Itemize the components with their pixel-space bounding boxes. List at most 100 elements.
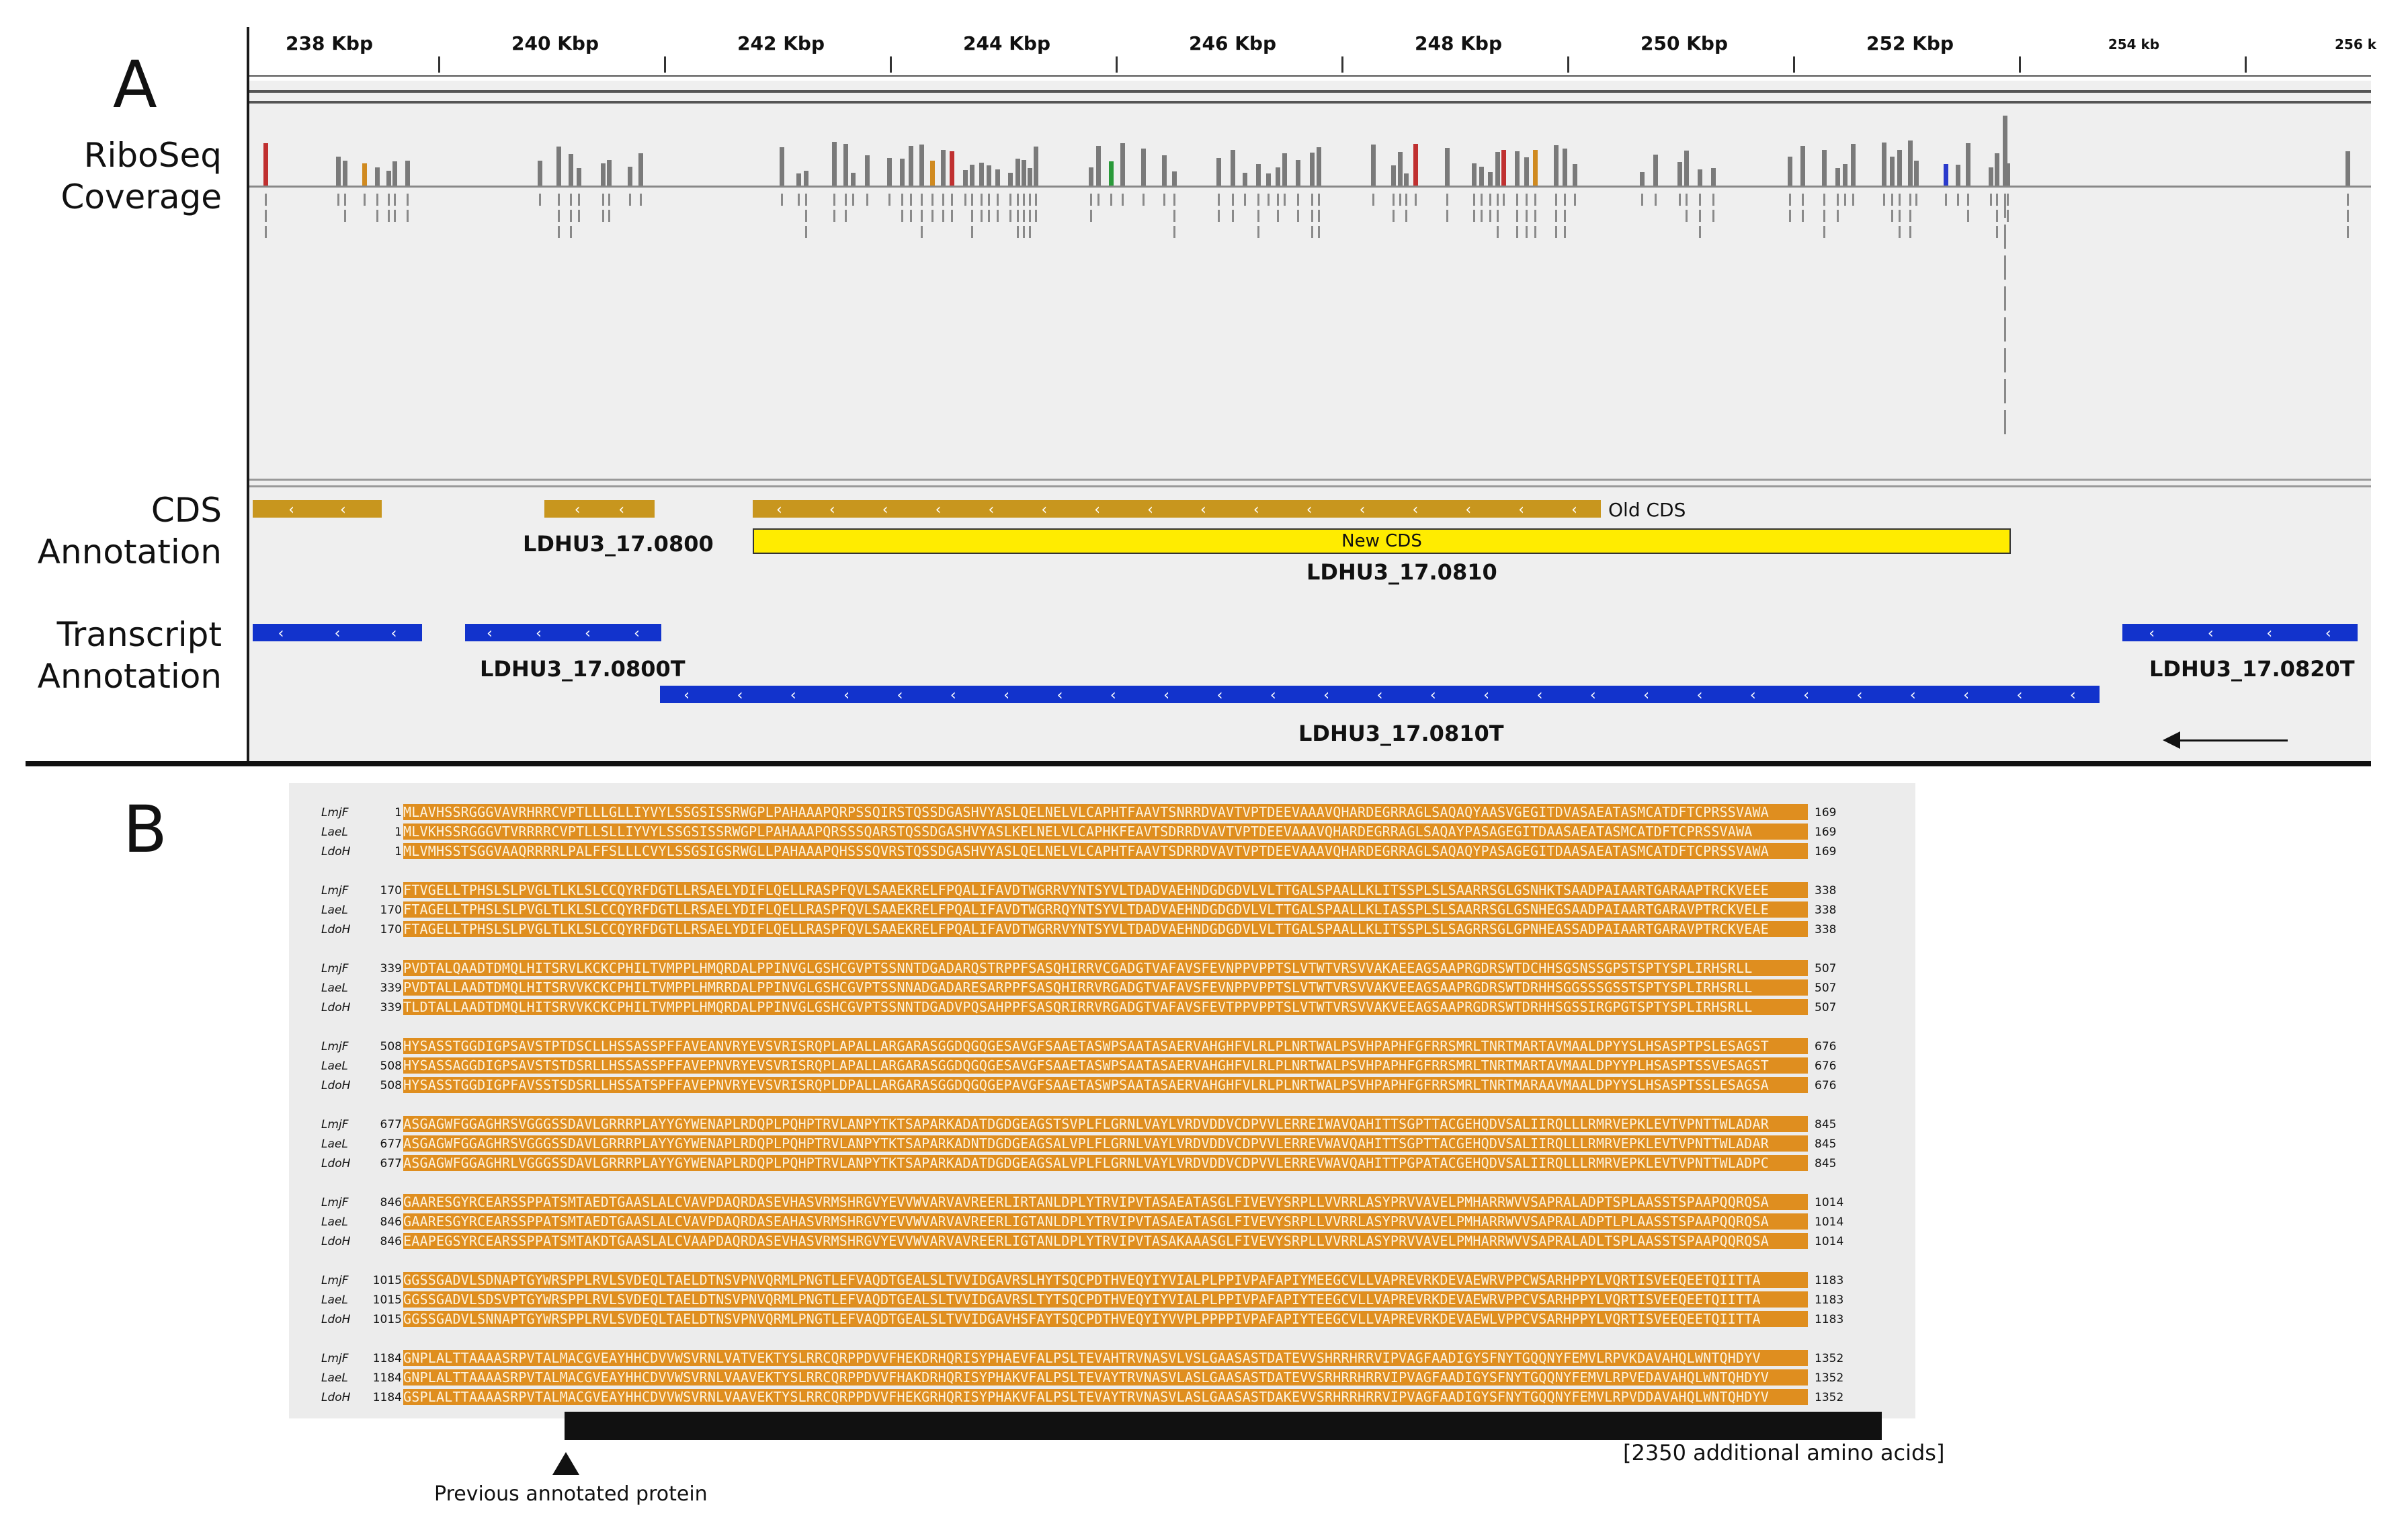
end-position: 1352: [1815, 1352, 1844, 1365]
read-alignment: [1555, 210, 1557, 222]
coverage-bar: [343, 161, 347, 186]
start-position: 677: [380, 1137, 402, 1151]
coverage-peak: [2003, 116, 2007, 186]
strand-chevron-icon: ‹: [843, 687, 850, 704]
coverage-bar: [1995, 153, 1999, 186]
read-alignment: [942, 210, 944, 222]
coverage-bar: [1266, 173, 1271, 186]
read-alignment: [608, 210, 610, 222]
read-alignment: [364, 194, 366, 206]
read-alignment: [1029, 226, 1031, 238]
coverage-bar: [1515, 151, 1520, 186]
read-alignment: [2004, 225, 2006, 249]
read-alignment: [2347, 210, 2349, 222]
ruler-tick: [890, 56, 892, 73]
ruler-tick-label: 256 k: [2334, 36, 2377, 52]
ruler-area: [249, 27, 2371, 81]
strand-chevron-icon: ‹: [2266, 625, 2273, 642]
coverage-bar: [930, 161, 935, 186]
previous-protein-marker: [552, 1452, 579, 1475]
track-divider: [249, 90, 2371, 93]
read-alignment: [988, 210, 990, 222]
read-alignment: [1789, 210, 1791, 222]
genome-browser-view[interactable]: [249, 27, 2371, 761]
cds-feature-left[interactable]: ‹ ‹: [253, 500, 382, 518]
transcript-feature-left[interactable]: ‹ ‹ ‹: [253, 624, 422, 642]
read-alignment: [570, 210, 572, 222]
strand-chevron-icon: ‹: [790, 687, 796, 704]
read-alignment: [921, 194, 923, 206]
ruler-tick: [1567, 56, 1569, 73]
cds-label-line1: CDS: [151, 491, 222, 530]
strand-chevron-icon: ‹: [935, 501, 942, 518]
read-alignment: [1909, 194, 1911, 206]
read-alignment: [1823, 226, 1825, 238]
old-cds-feature[interactable]: ‹ ‹ ‹ ‹ ‹ ‹ ‹ ‹ ‹ ‹ ‹ ‹ ‹ ‹ ‹ ‹: [753, 500, 1601, 518]
coverage-bar: [1028, 168, 1032, 186]
cds-feature-0800[interactable]: ‹ ‹: [544, 500, 655, 518]
read-alignment: [1789, 194, 1791, 206]
species-label: LdoH: [321, 845, 351, 858]
coverage-bar: [1563, 149, 1567, 186]
read-alignment: [602, 210, 604, 222]
read-alignment: [2004, 348, 2006, 372]
species-label: LdoH: [321, 1001, 351, 1014]
strand-chevron-icon: ‹: [950, 687, 956, 704]
read-alignment: [1996, 226, 1998, 238]
ruler-tick-label: 244 Kbp: [963, 32, 1050, 54]
riboseq-label-line1: RiboSeq: [83, 136, 222, 175]
read-alignment: [1823, 194, 1825, 206]
species-label: LdoH: [321, 1157, 351, 1170]
strand-chevron-icon: ‹: [737, 687, 743, 704]
species-label: LmjF: [321, 884, 349, 897]
read-alignment: [1405, 194, 1407, 206]
alignment-row: LdoH 1015 GGSSGADVLSNNAPTGYWRSPPLRVLSVDEQL…: [289, 1310, 1915, 1328]
aligned-sequence: MLVMHSSTSGGVAAQRRRRLPALFFSLLLCVYLSSGSIGS…: [403, 843, 1808, 859]
coverage-bar: [1788, 157, 1792, 186]
end-position: 1183: [1815, 1274, 1844, 1287]
read-alignment: [539, 194, 541, 206]
read-alignment: [1009, 210, 1011, 222]
transcript-feature-0810[interactable]: ‹ ‹ ‹ ‹ ‹ ‹ ‹ ‹ ‹ ‹ ‹ ‹ ‹ ‹ ‹ ‹ ‹ ‹ ‹ ‹ ‹ ‹ ‹ ‹ ‹ ‹ ‹: [660, 686, 2100, 704]
alignment-block: LmjF 508 HYSASSTGGDIGPSAVSTPTDSCLLHSSASSPF…: [289, 1037, 1915, 1096]
coverage-bar: [1109, 161, 1114, 186]
coverage-bar: [1944, 164, 1948, 186]
start-position: 1: [395, 806, 402, 819]
read-alignment: [1405, 210, 1407, 222]
coverage-bar: [1172, 171, 1177, 186]
read-alignment: [1802, 194, 1804, 206]
read-alignment: [1497, 194, 1499, 206]
aligned-sequence: EAAPEGSYRCEARSSPPATSMTAKDTGAASLALCVAAPDA…: [403, 1233, 1808, 1249]
transcript-label-0820: LDHU3_17.0820T: [2149, 656, 2355, 682]
start-position: 170: [380, 903, 402, 917]
read-alignment: [1712, 210, 1714, 222]
end-position: 169: [1815, 826, 1837, 839]
read-alignment: [1393, 194, 1395, 206]
transcript-feature-0800[interactable]: ‹ ‹ ‹ ‹: [465, 624, 661, 642]
read-alignment: [1415, 194, 1417, 206]
coverage-bar: [375, 167, 380, 186]
read-alignment: [1232, 194, 1234, 206]
read-alignment: [888, 194, 890, 206]
aligned-sequence: MLAVHSSRGGGVAVRHRRCVPTLLLGLLIYVYLSSGSISS…: [403, 804, 1808, 820]
coverage-bar: [919, 145, 924, 186]
end-position: 1014: [1815, 1215, 1844, 1229]
read-alignment: [964, 194, 966, 206]
read-alignment: [1372, 194, 1374, 206]
read-alignment: [1837, 210, 1839, 222]
new-cds-feature[interactable]: New CDS: [753, 528, 2011, 554]
direction-arrow: [2168, 739, 2288, 741]
strand-chevron-icon: ‹: [1376, 687, 1383, 704]
read-alignment: [1173, 226, 1175, 238]
ruler-tick-label: 252 Kbp: [1866, 32, 1954, 54]
coverage-bar: [887, 158, 892, 186]
read-alignment: [1009, 194, 1011, 206]
read-alignment: [1110, 194, 1112, 206]
alignment-block: LmjF 1015 GGSSGADVLSDNAPTGYWRSPPLRVLSVDEQL…: [289, 1271, 1915, 1330]
coverage-bar: [1501, 150, 1506, 186]
aligned-sequence: GGSSGADVLSDNAPTGYWRSPPLRVLSVDEQLTAELDTNS…: [403, 1272, 1808, 1288]
transcript-feature-0820[interactable]: ‹ ‹ ‹ ‹: [2122, 624, 2358, 642]
read-alignment: [901, 210, 903, 222]
coverage-bar: [1216, 158, 1221, 186]
strand-chevron-icon: ‹: [1696, 687, 1703, 704]
